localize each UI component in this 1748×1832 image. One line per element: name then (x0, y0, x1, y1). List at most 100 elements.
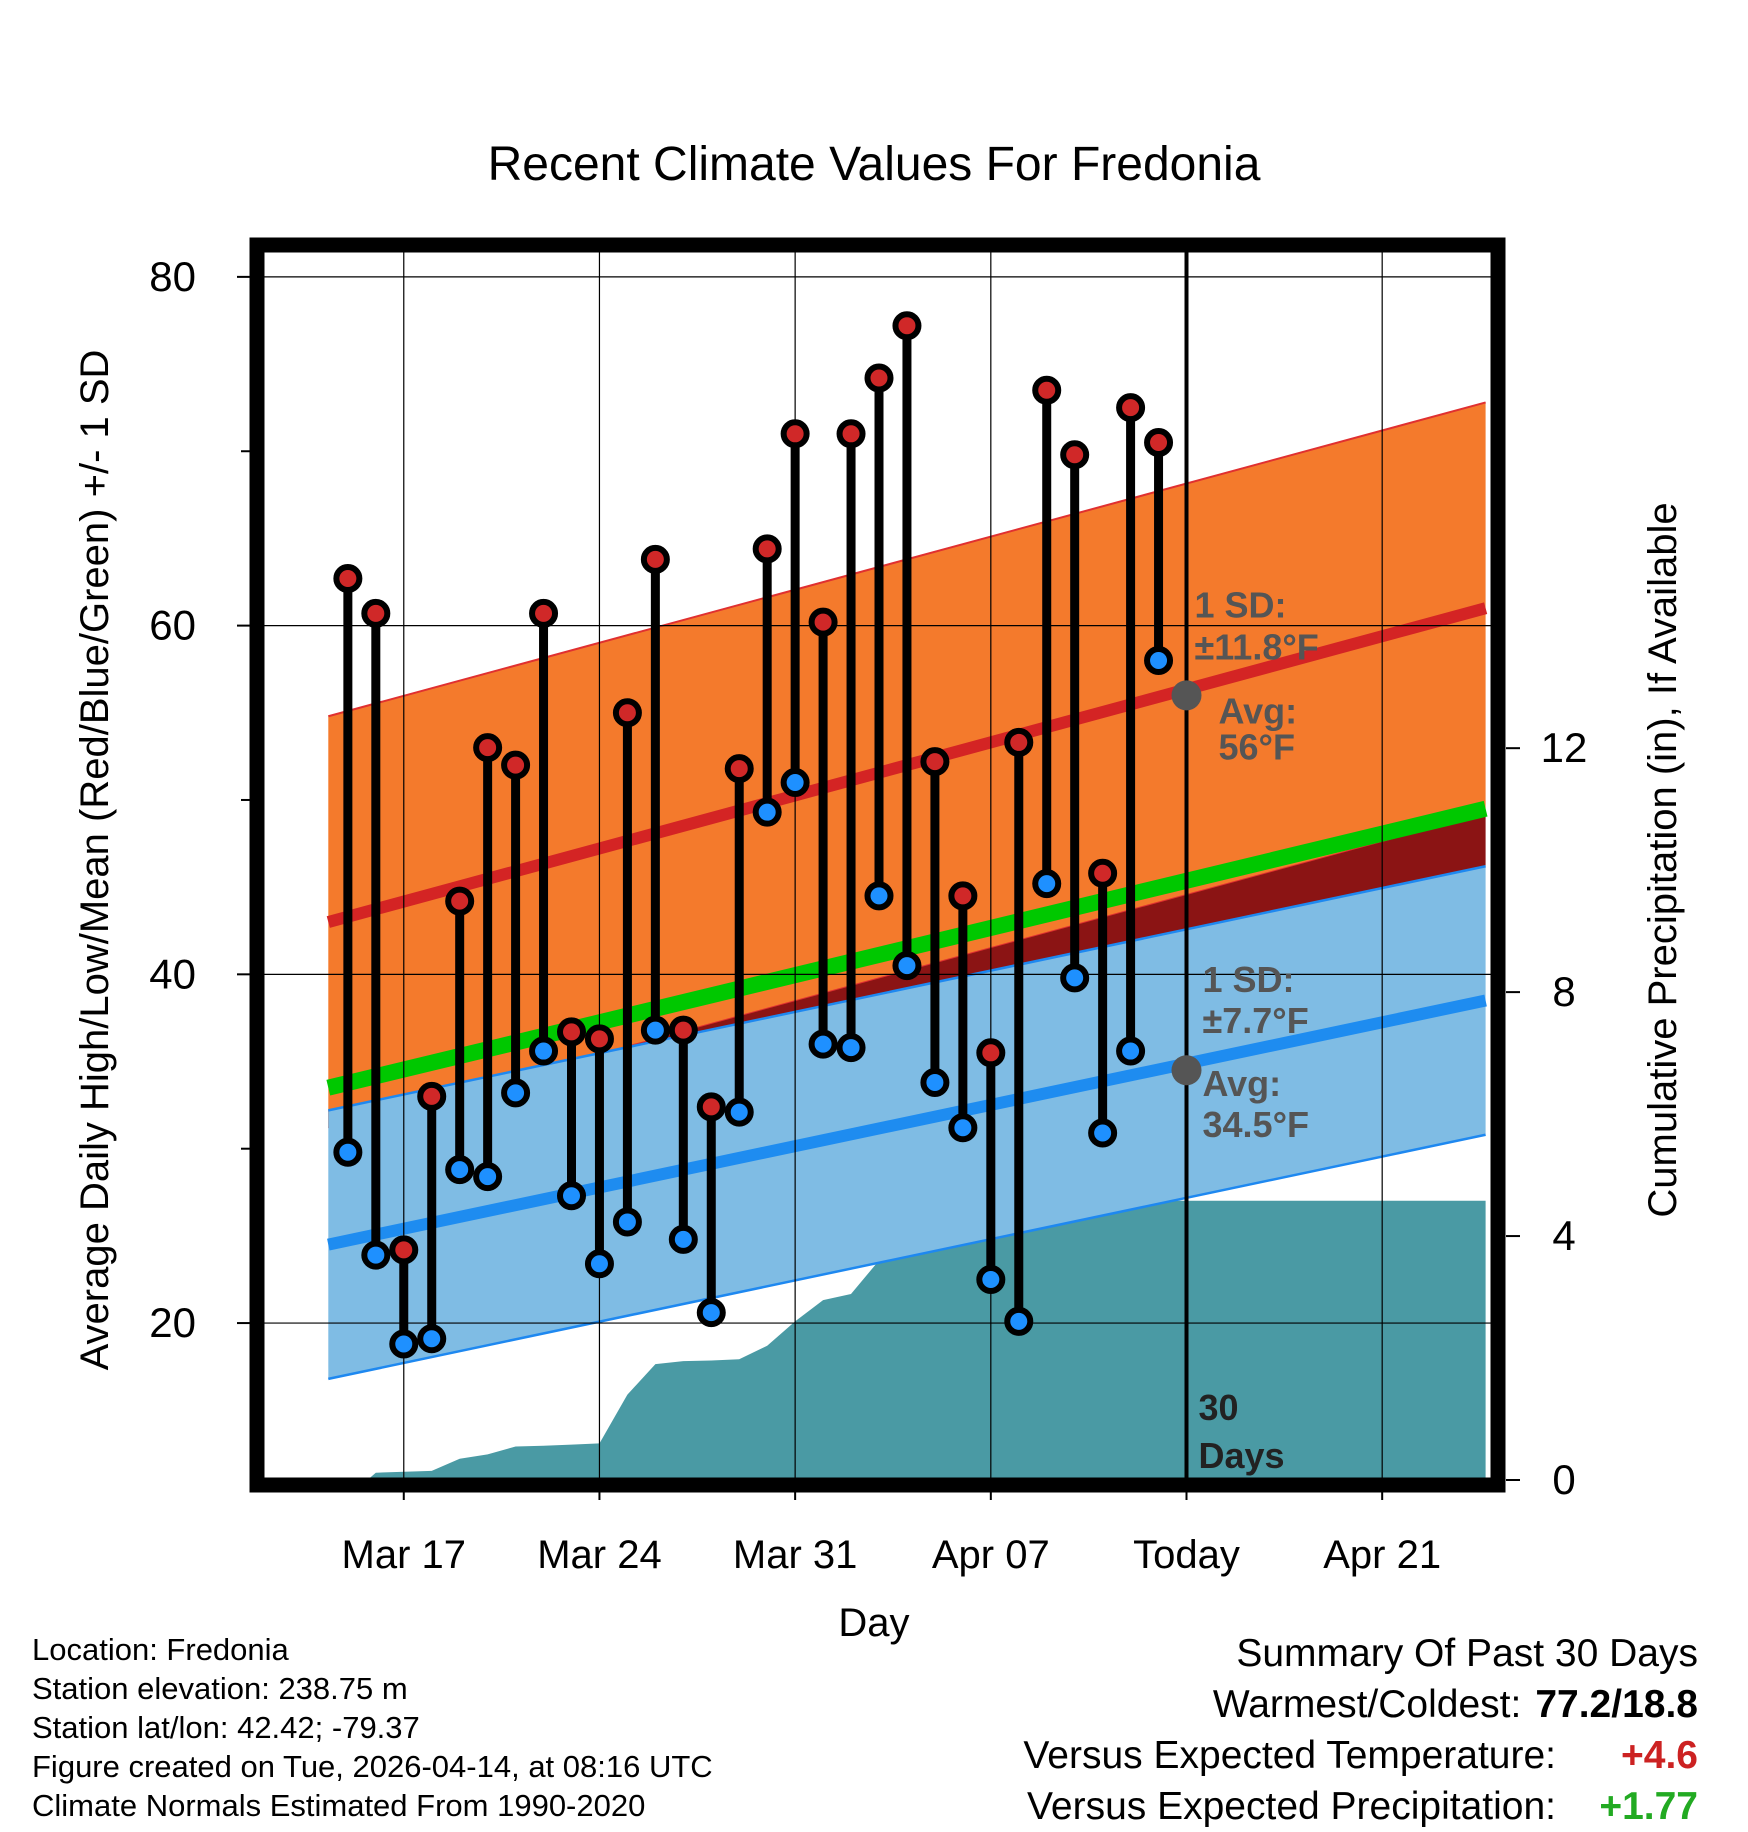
station-info: Location: Fredonia Station elevation: 23… (32, 1630, 713, 1825)
info-created: Figure created on Tue, 2026-04-14, at 08… (32, 1749, 713, 1784)
high-sd-value: ±11.8°F (1195, 626, 1319, 667)
daily-low-point (948, 1113, 978, 1143)
chart-title: Recent Climate Values For Fredonia (488, 138, 1261, 191)
y2-axis-label: Cumulative Precipitation (in), If Availa… (1641, 502, 1685, 1217)
daily-low-point (976, 1264, 1006, 1294)
daily-high-point (389, 1235, 419, 1265)
summary-warmest-row: Warmest/Coldest: 77.2/18.8 (1023, 1679, 1698, 1730)
daily-low-point (892, 951, 922, 981)
daily-low-point (333, 1137, 363, 1167)
y-tick-label: 60 (149, 602, 196, 649)
daily-high-point (1116, 393, 1146, 423)
daily-low-point (696, 1298, 726, 1328)
summary-panel: Summary Of Past 30 Days Warmest/Coldest:… (1023, 1628, 1698, 1832)
info-location: Location: Fredonia (32, 1632, 289, 1667)
daily-high-point (501, 750, 531, 780)
daily-high-point (1088, 858, 1118, 888)
daily-low-point (920, 1067, 950, 1097)
daily-high-point (668, 1015, 698, 1045)
info-normals: Climate Normals Estimated From 1990-2020 (32, 1788, 646, 1823)
today-low-avg-marker (1171, 1055, 1202, 1086)
precip-value: +1.77 (1599, 1785, 1698, 1828)
y2-tick-label: 4 (1552, 1212, 1575, 1259)
x-tick-label: Apr 21 (1323, 1533, 1441, 1577)
today-annotations: 1 SD: ±11.8°F Avg: 56°F 1 SD: ±7.7°F Avg… (1171, 584, 1319, 1476)
daily-low-point (1088, 1118, 1118, 1148)
daily-high-point (696, 1092, 726, 1122)
daily-high-point (780, 419, 810, 449)
precip-layer (367, 1200, 1486, 1480)
axis-ticks: Mar 17 Mar 24 Mar 31 Apr 07 Today Apr 2120406… (149, 253, 1587, 1577)
warmest-value: 77.2/18.8 (1535, 1683, 1698, 1726)
daily-low-point (361, 1240, 391, 1270)
daily-high-point (333, 564, 363, 594)
daily-low-point (1144, 645, 1174, 675)
low-sd-label: 1 SD: (1203, 959, 1295, 1000)
y-tick-label: 20 (149, 1299, 196, 1346)
daily-high-point (473, 733, 503, 763)
x-tick-label: Mar 24 (537, 1533, 662, 1577)
daily-low-point (808, 1029, 838, 1059)
y-axis-label: Average Daily High/Low/Mean (Red/Blue/Gr… (73, 350, 117, 1371)
y2-tick-label: 8 (1552, 968, 1575, 1015)
daily-low-point (668, 1224, 698, 1254)
daily-low-point (724, 1097, 754, 1127)
daily-high-point (1060, 440, 1090, 470)
high-avg-value: 56°F (1219, 726, 1295, 767)
daily-low-point (557, 1181, 586, 1211)
info-latlon: Station lat/lon: 42.42; -79.37 (32, 1710, 420, 1745)
x-tick-label: Mar 17 (342, 1533, 467, 1577)
daily-high-point (361, 598, 391, 628)
days-label-word: Days (1199, 1435, 1285, 1476)
daily-low-point (780, 768, 810, 798)
daily-high-point (417, 1081, 447, 1111)
daily-high-point (836, 419, 866, 449)
precip-area (367, 1200, 1486, 1480)
summary-title: Summary Of Past 30 Days (1236, 1632, 1698, 1675)
daily-low-point (1060, 963, 1090, 993)
daily-low-point (473, 1162, 503, 1192)
precip-label: Versus Expected Precipitation: (1027, 1785, 1556, 1828)
daily-high-point (612, 698, 642, 728)
daily-low-point (752, 797, 782, 827)
daily-low-point (501, 1078, 531, 1108)
daily-high-point (445, 886, 475, 916)
daily-high-point (584, 1024, 614, 1054)
daily-low-point (612, 1207, 642, 1237)
daily-low-point (1032, 869, 1062, 899)
daily-high-point (529, 598, 559, 628)
low-avg-value: 34.5°F (1203, 1104, 1309, 1145)
daily-low-point (836, 1033, 866, 1063)
today-high-avg-marker (1171, 680, 1202, 711)
daily-low-point (584, 1249, 614, 1279)
y-tick-label: 40 (149, 950, 196, 997)
x-tick-label: Mar 31 (733, 1533, 858, 1577)
daily-low-point (864, 881, 894, 911)
y-tick-label: 80 (149, 253, 196, 300)
daily-low-point (417, 1324, 447, 1354)
daily-high-point (1032, 375, 1062, 405)
daily-high-point (1144, 428, 1174, 458)
y2-tick-label: 12 (1541, 724, 1588, 771)
summary-precip-row: Versus Expected Precipitation: +1.77 (1023, 1781, 1698, 1832)
warmest-label: Warmest/Coldest: (1212, 1683, 1522, 1726)
daily-high-point (920, 747, 950, 777)
x-tick-label: Today (1133, 1533, 1240, 1577)
daily-high-point (752, 534, 782, 564)
daily-low-point (445, 1155, 475, 1185)
daily-low-point (389, 1329, 419, 1359)
daily-high-point (864, 363, 894, 393)
low-sd-value: ±7.7°F (1203, 1000, 1309, 1041)
low-sd-upper-edge (328, 865, 1486, 1112)
temp-label: Versus Expected Temperature: (1023, 1734, 1556, 1777)
daily-high-point (808, 607, 838, 637)
low-mean-line (327, 994, 1487, 1251)
daily-low-point (529, 1036, 559, 1066)
high-avg-label: Avg: (1219, 690, 1298, 731)
daily-high-point (948, 881, 978, 911)
low-sd-lower-edge (328, 1133, 1486, 1381)
daily-high-point (640, 544, 670, 574)
high-sd-label: 1 SD: (1195, 584, 1287, 625)
daily-high-low-series (333, 311, 1174, 1359)
daily-high-point (892, 311, 922, 341)
